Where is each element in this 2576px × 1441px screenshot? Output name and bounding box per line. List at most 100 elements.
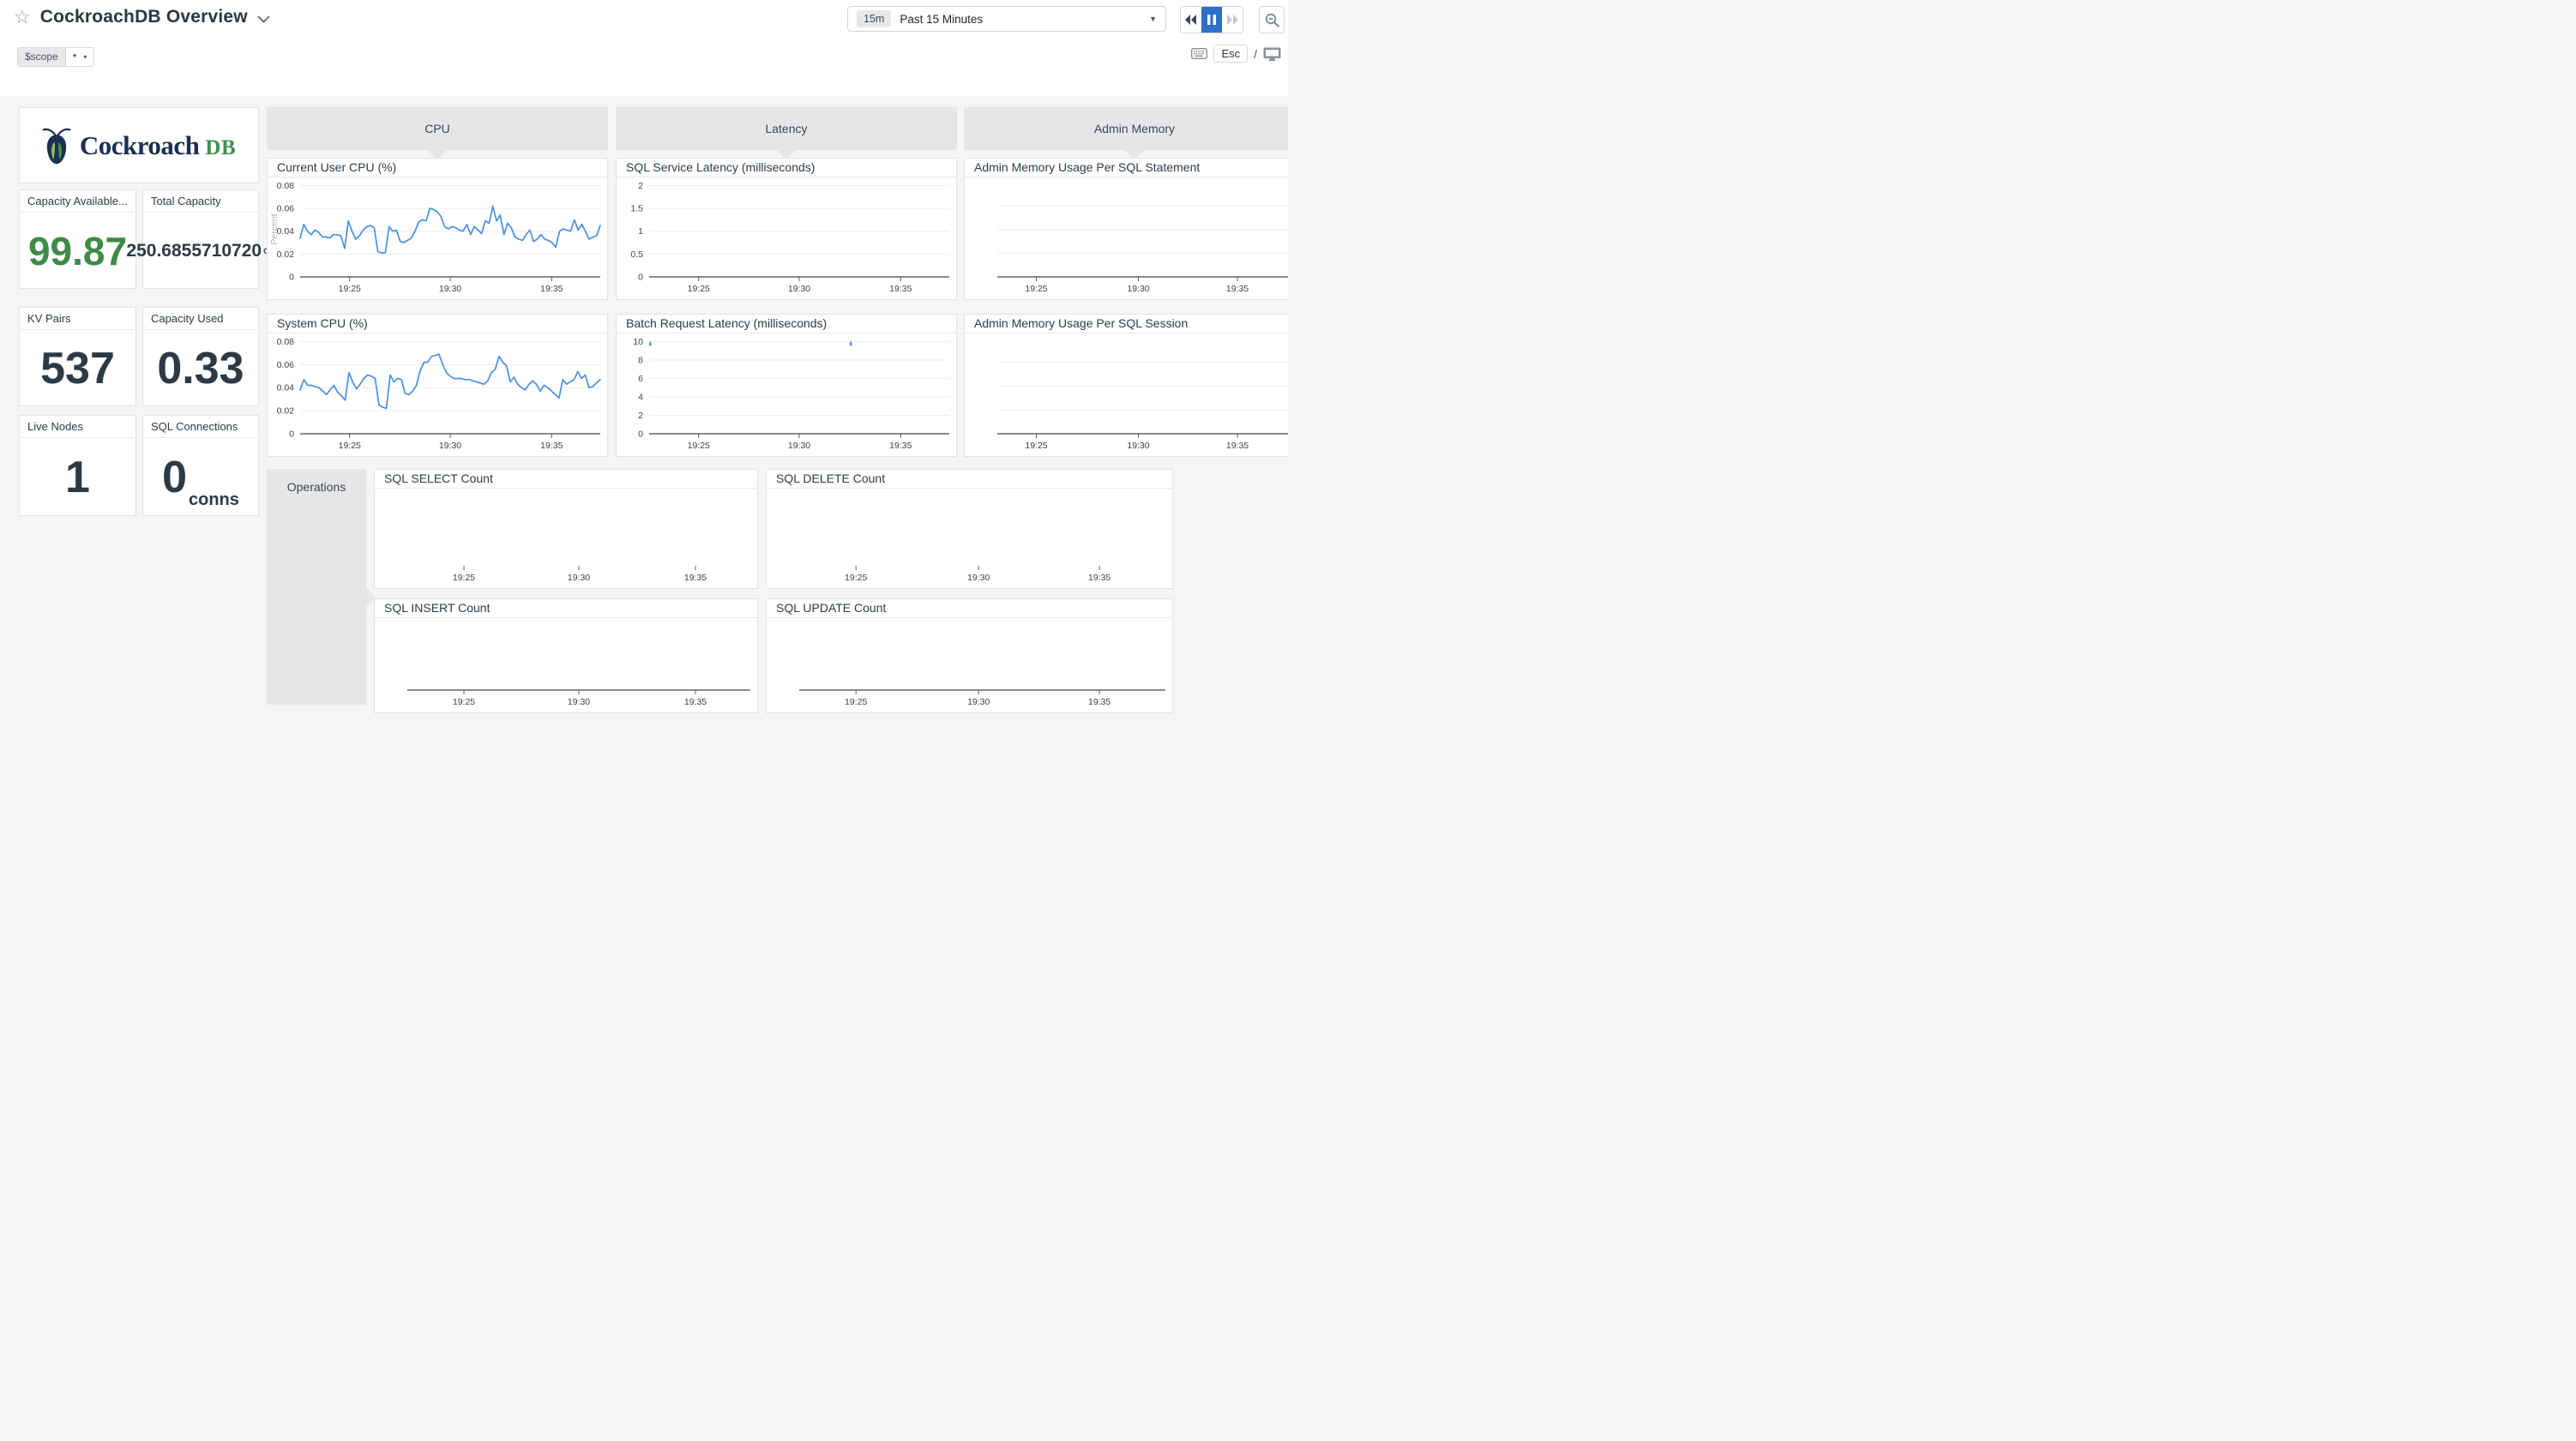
scope-value-text: *: [72, 51, 77, 63]
chart-card-sql-insert-count: SQL INSERT Count 19:25 19:30 19:35: [374, 598, 758, 713]
chart-title: Current User CPU (%): [268, 159, 607, 177]
cockroachdb-bug-icon: [42, 126, 71, 165]
group-header-admin-memory[interactable]: Admin Memory: [964, 107, 1288, 150]
svg-text:19:35: 19:35: [889, 284, 912, 294]
stat-label: KV Pairs: [20, 308, 135, 330]
stat-value: 0: [162, 452, 187, 502]
group-header-cpu[interactable]: CPU: [267, 107, 608, 150]
svg-text:0.02: 0.02: [277, 406, 295, 417]
chart-card-sql-service-latency: SQL Service Latency (milliseconds) 0 0.5 1…: [616, 158, 957, 300]
keyboard-icon: [1191, 48, 1208, 59]
chart-card-admin-memory-session: Admin Memory Usage Per SQL Session 19:25…: [964, 314, 1288, 457]
scope-variable-value[interactable]: * ▾: [64, 48, 94, 66]
group-label: Operations: [286, 480, 346, 494]
chart-plot-system-cpu[interactable]: 0 0.02 0.04 0.06 0.08 19:25 19:30 19:35: [268, 333, 607, 456]
svg-text:1.5: 1.5: [630, 204, 643, 214]
stat-card-capacity-used: Capacity Used 0.33: [142, 307, 259, 406]
chart-title: Batch Request Latency (milliseconds): [617, 315, 956, 333]
logo-brand-text: Cockroach: [79, 129, 200, 160]
group-label: CPU: [424, 122, 450, 135]
svg-text:6: 6: [638, 374, 643, 384]
cockroachdb-logo-card: Cockroach DB: [19, 107, 259, 183]
svg-text:2: 2: [638, 181, 643, 191]
stat-label: Capacity Used: [143, 308, 258, 330]
chart-plot-sql-delete-count[interactable]: 19:25 19:30 19:35: [767, 488, 1172, 588]
svg-text:19:30: 19:30: [439, 441, 461, 451]
svg-text:19:30: 19:30: [1127, 441, 1149, 451]
stat-value: 250.6855710720: [126, 241, 262, 261]
svg-text:19:30: 19:30: [1127, 284, 1149, 294]
chart-plot-current-user-cpu[interactable]: 0 0.02 0.04 0.06 0.08 19:25 19:30 19:35 Percent: [268, 177, 607, 299]
scope-variable-name: $scope: [18, 48, 65, 66]
svg-text:0.08: 0.08: [277, 181, 295, 191]
template-variable-scope[interactable]: $scope * ▾: [17, 47, 95, 67]
tv-mode-icon[interactable]: [1263, 47, 1281, 61]
favorite-star-icon[interactable]: ☆: [14, 6, 31, 27]
chart-card-batch-request-latency: Batch Request Latency (milliseconds) 0 2 4…: [616, 314, 957, 457]
group-notch-operations: [366, 588, 376, 607]
zoom-out-button[interactable]: [1259, 6, 1285, 33]
svg-text:19:35: 19:35: [684, 697, 707, 707]
svg-text:19:35: 19:35: [889, 441, 912, 451]
svg-text:19:35: 19:35: [1226, 284, 1249, 294]
svg-text:19:30: 19:30: [568, 697, 590, 707]
svg-text:1: 1: [638, 226, 643, 237]
svg-text:19:30: 19:30: [788, 284, 810, 294]
stat-value: 0.33: [157, 343, 244, 393]
chart-plot-admin-memory-statement[interactable]: 19:25 19:30 19:35: [965, 177, 1288, 299]
stat-card-live-nodes: Live Nodes 1: [19, 415, 136, 516]
svg-text:0: 0: [638, 429, 643, 440]
svg-text:19:25: 19:25: [688, 441, 710, 451]
stat-label: SQL Connections: [143, 416, 258, 438]
svg-text:Percent: Percent: [269, 213, 280, 244]
separator-slash: /: [1254, 46, 1257, 61]
svg-text:19:25: 19:25: [1025, 284, 1047, 294]
chart-plot-batch-request-latency[interactable]: 0 2 4 6 8 10 19:25 19:30 19:35: [617, 333, 956, 456]
group-header-operations[interactable]: Operations: [267, 469, 366, 705]
shortcut-hints: Esc /: [1191, 45, 1281, 63]
svg-text:0: 0: [638, 273, 643, 283]
chart-title: SQL UPDATE Count: [767, 599, 1172, 618]
chart-card-admin-memory-statement: Admin Memory Usage Per SQL Statement 19:…: [964, 158, 1288, 300]
stat-unit: conns: [189, 490, 239, 509]
svg-text:0: 0: [289, 429, 294, 440]
svg-text:19:35: 19:35: [1226, 441, 1249, 451]
group-header-latency[interactable]: Latency: [616, 107, 957, 150]
svg-text:19:25: 19:25: [688, 284, 710, 294]
svg-text:19:25: 19:25: [453, 573, 475, 583]
chart-plot-sql-service-latency[interactable]: 0 0.5 1 1.5 2 19:25 19:30 19:35: [617, 177, 956, 299]
svg-text:0.06: 0.06: [277, 360, 295, 370]
svg-text:19:25: 19:25: [845, 573, 867, 583]
chart-plot-admin-memory-session[interactable]: 19:25 19:30 19:35: [965, 333, 1288, 456]
page-title: CockroachDB Overview: [39, 7, 248, 27]
chart-title: SQL SELECT Count: [375, 470, 757, 489]
stat-label: Total Capacity: [143, 190, 258, 213]
stat-label: Live Nodes: [20, 416, 135, 438]
svg-text:0.06: 0.06: [277, 204, 295, 214]
chevron-down-icon[interactable]: [257, 15, 270, 23]
group-label: Admin Memory: [1093, 122, 1176, 135]
chart-plot-sql-select-count[interactable]: 19:25 19:30 19:35: [375, 488, 757, 588]
chart-plot-sql-insert-count[interactable]: 19:25 19:30 19:35: [375, 617, 757, 712]
svg-text:19:35: 19:35: [684, 573, 707, 583]
chart-title: SQL Service Latency (milliseconds): [617, 159, 956, 177]
rewind-button[interactable]: [1181, 7, 1201, 33]
svg-text:0.04: 0.04: [277, 226, 295, 237]
chart-plot-sql-update-count[interactable]: 19:25 19:30 19:35: [767, 617, 1172, 712]
svg-text:19:35: 19:35: [1088, 573, 1110, 583]
svg-text:19:30: 19:30: [788, 441, 810, 451]
stat-card-total-capacity: Total Capacity 250.6855710720GB: [126, 189, 275, 289]
dropdown-caret-icon: ▼: [1149, 15, 1157, 23]
svg-text:8: 8: [638, 356, 643, 366]
pause-button[interactable]: [1201, 7, 1222, 33]
svg-text:19:30: 19:30: [568, 573, 590, 583]
chart-title: SQL DELETE Count: [767, 470, 1172, 489]
forward-button[interactable]: [1222, 7, 1243, 33]
time-range-select[interactable]: 15m Past 15 Minutes ▼: [847, 6, 1166, 32]
svg-text:0: 0: [289, 273, 294, 283]
stat-value: 99.87: [27, 228, 128, 273]
chart-card-system-cpu: System CPU (%) 0 0.02 0.04 0.06 0.08 19:25 19:…: [267, 314, 608, 457]
stat-card-sql-connections: SQL Connections 0 conns: [142, 415, 259, 516]
dashboard-app: ☆ CockroachDB Overview 15m Past 15 Minut…: [0, 0, 1288, 721]
chart-card-sql-select-count: SQL SELECT Count 19:25 19:30 19:35: [374, 469, 758, 589]
